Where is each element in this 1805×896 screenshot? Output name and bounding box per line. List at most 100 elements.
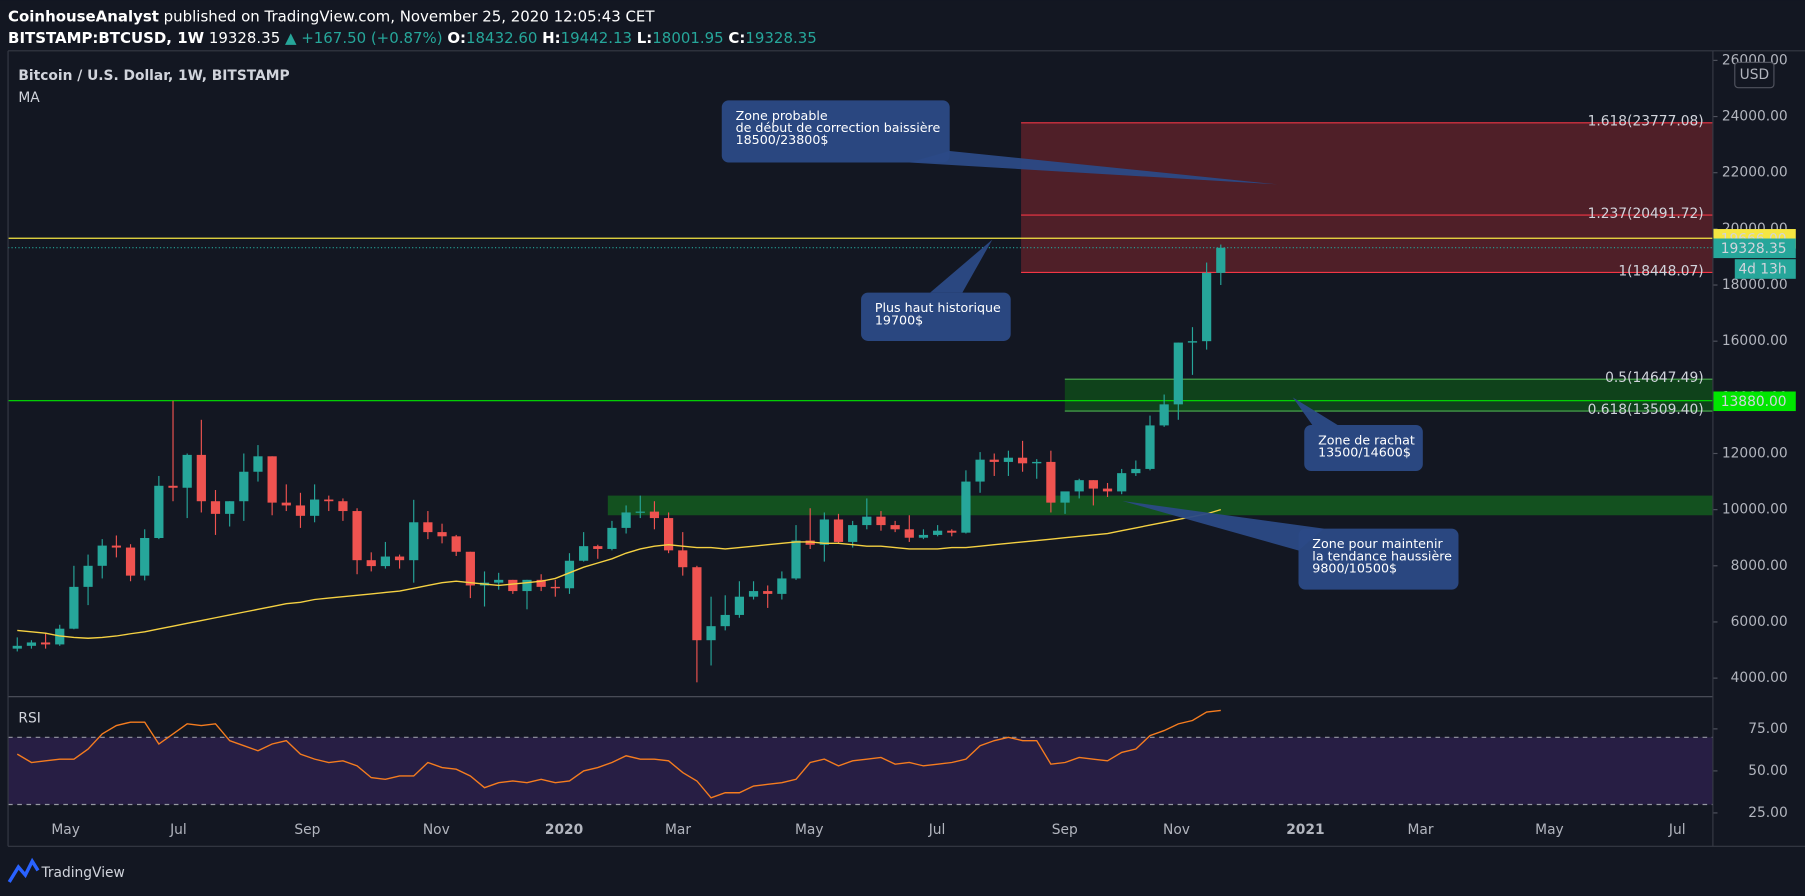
candle-body [819, 519, 829, 545]
y-tick-label: 6000.00 [1731, 614, 1788, 630]
candle-body [918, 534, 929, 538]
candle-body [692, 567, 702, 641]
y-tick-label: 4000.00 [1731, 670, 1788, 686]
candle-body [579, 546, 589, 561]
candle-body [239, 471, 249, 502]
x-tick-label: Jul [169, 822, 187, 838]
callout [1304, 424, 1423, 472]
candle-body [904, 529, 914, 538]
candle-body [324, 499, 334, 502]
price-tag [1712, 391, 1796, 412]
candle-body [140, 538, 150, 576]
callout-text: 18500/23800$ [736, 132, 829, 147]
candle-body [380, 556, 391, 567]
x-tick-label: Mar [665, 822, 691, 838]
callout-text: 13500/14600$ [1318, 445, 1411, 460]
callout-text: Zone pour maintenir [1312, 536, 1443, 551]
x-tick-label: Mar [1408, 822, 1434, 838]
callout-pointer [909, 151, 1278, 185]
candle-body [154, 485, 164, 539]
candle-body [663, 518, 674, 551]
candle-body [394, 556, 405, 561]
candle-body [1145, 425, 1155, 469]
candle-body [1202, 272, 1212, 342]
x-tick-label: Nov [1163, 822, 1190, 838]
candle-body [975, 459, 985, 482]
high: 19442.13 [561, 29, 632, 47]
candle-body [281, 502, 291, 506]
indicator-label: MA [18, 90, 40, 106]
candle-body [1060, 491, 1070, 503]
y-tick-label: 10000.00 [1722, 502, 1788, 518]
candle-body [1131, 468, 1141, 474]
candle-body [678, 550, 688, 568]
header-line: CoinhouseAnalyst published on TradingVie… [8, 7, 655, 25]
y-tick-label: 16000.00 [1722, 333, 1788, 349]
candle-body [1187, 341, 1198, 343]
candle-body [465, 551, 475, 586]
x-tick-label: 2021 [1286, 822, 1324, 838]
candle-body [253, 456, 263, 472]
header-quote: BITSTAMP:BTCUSD, 1W 19328.35 ▲ +167.50 (… [8, 29, 817, 47]
candle-body [1032, 461, 1042, 464]
currency: USD [1740, 67, 1769, 83]
chart-area: 1.618(23777.08) 1.237(20491.72) 1(18448.07… [8, 52, 1796, 838]
candle-body [1102, 488, 1113, 492]
candle-body [1074, 480, 1084, 492]
ma-line [17, 508, 1221, 639]
candle-body [989, 459, 999, 462]
zone [1021, 122, 1713, 273]
last-price-label: 19328.35 [1721, 241, 1787, 257]
x-tick-label: May [51, 822, 80, 838]
candle-body [83, 565, 93, 587]
candle-body [352, 511, 362, 561]
candle-body [848, 525, 858, 542]
rsi-tick-label: 75.00 [1748, 721, 1788, 737]
candle-body [763, 591, 773, 594]
l-label: L: [637, 29, 653, 47]
candle-body [947, 530, 957, 533]
candle-body [706, 626, 716, 641]
candle-body [833, 519, 844, 542]
fib-label: 1(18448.07) [1618, 263, 1703, 279]
candle-body [1117, 473, 1127, 492]
candle-body [890, 525, 900, 530]
candle-body [720, 614, 730, 627]
candle-body [522, 579, 532, 592]
x-tick-label: Sep [294, 822, 320, 838]
chart-title: Bitcoin / U.S. Dollar, 1W, BITSTAMP [18, 68, 289, 84]
low: 18001.95 [652, 29, 723, 47]
candle-body [366, 560, 376, 567]
callout-text: 9800/10500$ [1312, 560, 1397, 575]
x-tick-label: Nov [423, 822, 450, 838]
open: 18432.60 [466, 29, 537, 47]
fib-label: 1.618(23777.08) [1588, 114, 1704, 130]
callout-text: de début de correction baissière [736, 120, 941, 135]
arrow: ▲ [285, 29, 297, 47]
brand-logo [7, 857, 40, 883]
x-tick-label: May [795, 822, 824, 838]
symbol: BITSTAMP:BTCUSD, 1W [8, 29, 205, 47]
candle-body [451, 536, 461, 552]
y-tick-label: 24000.00 [1722, 109, 1788, 125]
candle-body [225, 501, 235, 514]
callout-text: Plus haut historique [875, 300, 1001, 315]
rsi-tick-label: 25.00 [1748, 805, 1788, 821]
candle-body [338, 501, 348, 512]
h-label: H: [542, 29, 561, 47]
last: 19328.35 [209, 29, 280, 47]
candle-body [635, 511, 645, 513]
candle-body [267, 456, 277, 503]
candle-body [933, 530, 943, 535]
candle-body [748, 591, 759, 597]
last-price-tag [1712, 238, 1796, 259]
zone [1064, 379, 1713, 412]
candle-body [961, 481, 971, 533]
callout-text: Zone probable [736, 108, 828, 123]
y-tick-label: 12000.00 [1722, 445, 1788, 461]
rsi-label: RSI [18, 711, 40, 727]
candle-body [310, 499, 320, 516]
candle-body [508, 579, 518, 592]
o-label: O: [447, 29, 466, 47]
candle-body [1216, 247, 1226, 273]
